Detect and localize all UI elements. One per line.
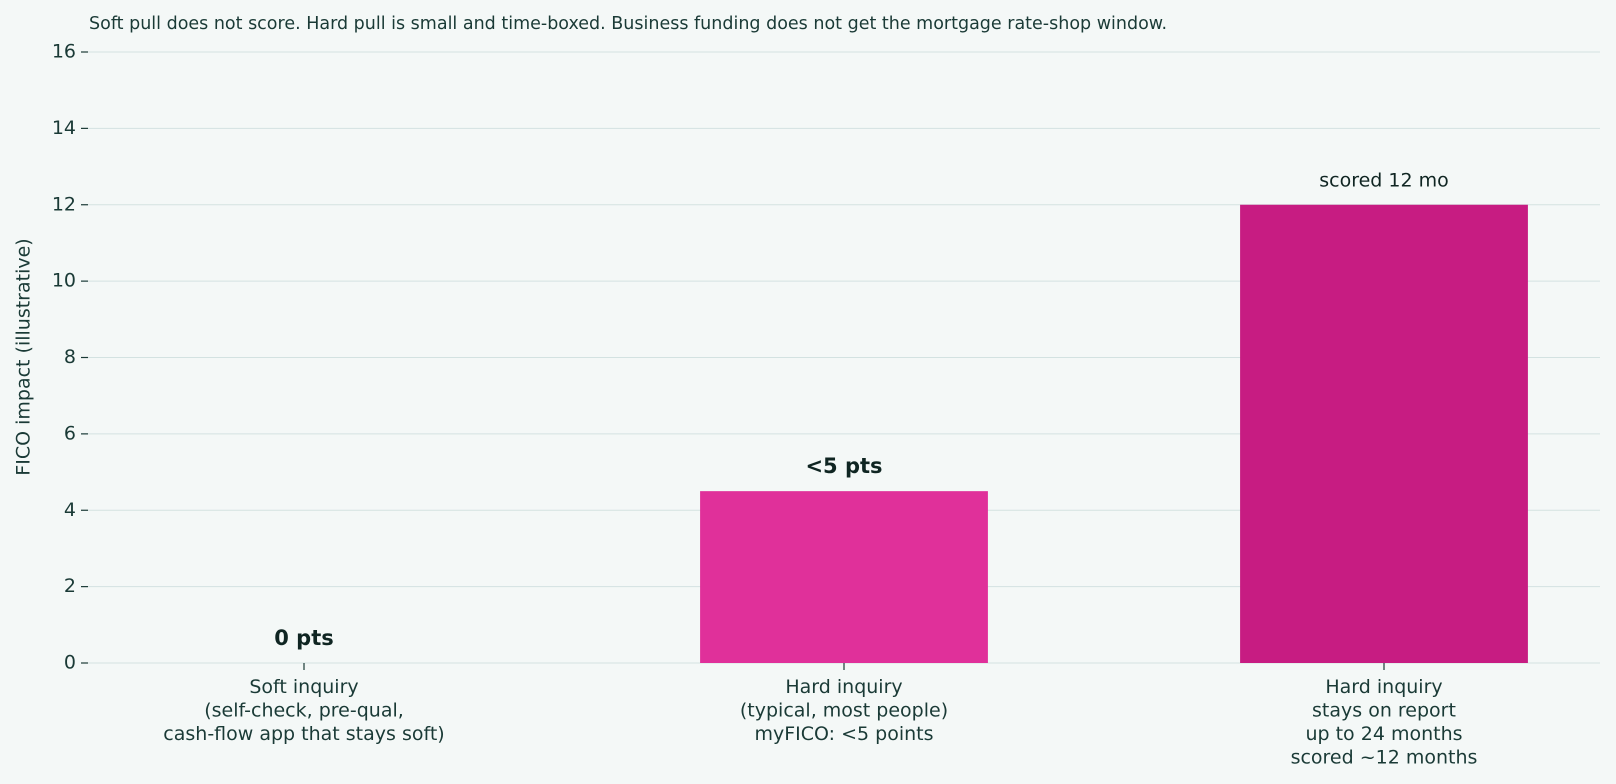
y-tick-label: 16 bbox=[52, 41, 76, 63]
x-tick-label: Soft inquiry (self-check, pre-qual, cash-f… bbox=[163, 676, 444, 745]
y-tick-label: 12 bbox=[52, 193, 76, 215]
value-label: <5 pts bbox=[805, 454, 882, 478]
bar bbox=[700, 491, 988, 663]
y-axis-label: FICO impact (illustrative) bbox=[13, 238, 35, 475]
y-tick-label: 10 bbox=[52, 270, 76, 292]
y-tick-label: 14 bbox=[52, 117, 76, 139]
y-tick-label: 0 bbox=[64, 652, 76, 674]
value-label: 0 pts bbox=[274, 626, 334, 650]
y-tick-label: 6 bbox=[64, 422, 76, 444]
bar bbox=[1240, 204, 1528, 663]
value-label: scored 12 mo bbox=[1319, 169, 1449, 191]
chart-title: Soft pull does not score. Hard pull is s… bbox=[89, 14, 1167, 34]
y-tick-label: 4 bbox=[64, 499, 76, 521]
y-tick-label: 2 bbox=[64, 575, 76, 597]
x-tick-label: Hard inquiry stays on report up to 24 mont… bbox=[1291, 676, 1478, 769]
x-tick-label: Hard inquiry (typical, most people) myFICO… bbox=[740, 676, 948, 745]
y-tick-label: 8 bbox=[64, 346, 76, 368]
